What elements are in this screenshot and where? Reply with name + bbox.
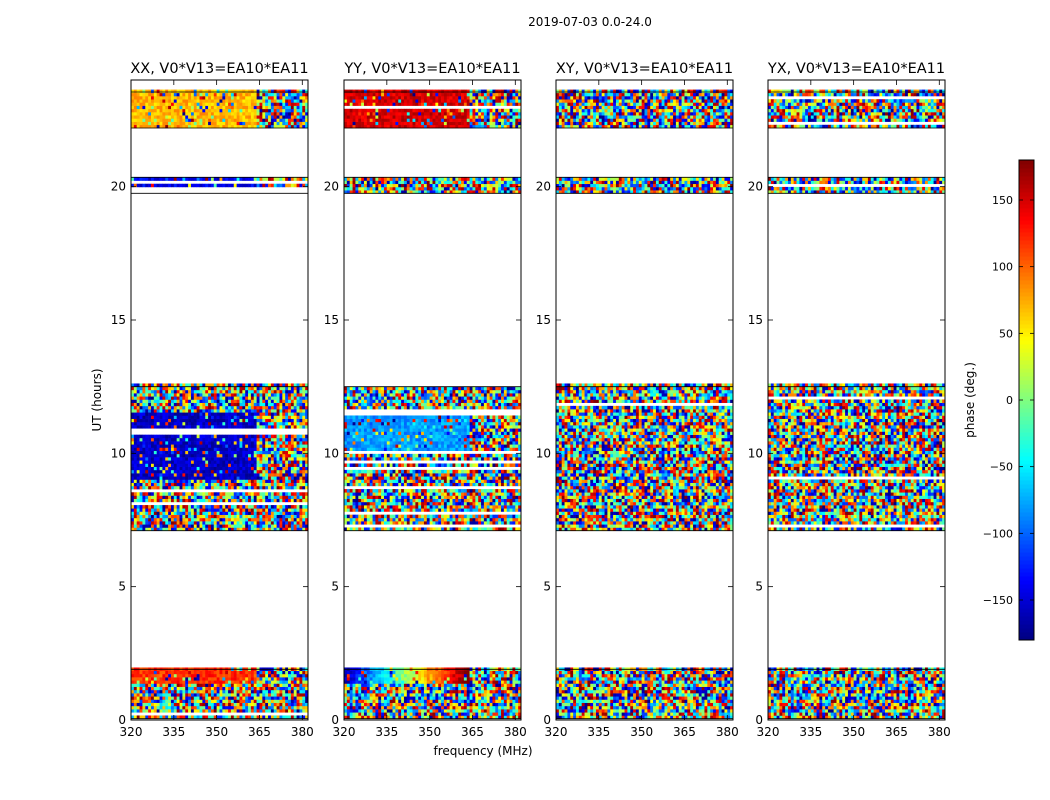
heatmap-xy [556, 89, 733, 720]
x-tick-label: 320 [120, 725, 143, 739]
panel-title: XX, V0*V13=EA10*EA11 [130, 61, 308, 77]
panel-frame [130, 79, 309, 721]
y-tick-label: 0 [543, 713, 551, 727]
y-tick-label: 15 [111, 313, 126, 327]
y-tick-label: 10 [536, 446, 551, 460]
colorbar-tick-label: −50 [990, 461, 1013, 474]
panel-title: YY, V0*V13=EA10*EA11 [343, 61, 520, 77]
colorbar-tick-label: −100 [983, 527, 1013, 540]
y-tick-label: 10 [111, 446, 126, 460]
colorbar-tick-label: 50 [999, 327, 1013, 340]
x-tick-label: 350 [842, 725, 865, 739]
colorbar-tick-label: −150 [983, 594, 1013, 607]
colorbar-tick-label: 0 [1006, 394, 1013, 407]
panels: XX, V0*V13=EA10*EA11 320 335 350 365 380 0 5 10 1… [111, 61, 951, 739]
colorbar-tick-label: 100 [992, 261, 1013, 274]
x-tick-label: 380 [291, 725, 314, 739]
y-tick-label: 0 [331, 713, 339, 727]
x-tick-label: 335 [587, 725, 610, 739]
x-tick-label: 335 [375, 725, 398, 739]
x-tick-label: 380 [504, 725, 527, 739]
panel-frame [343, 79, 522, 721]
x-tick-label: 350 [205, 725, 228, 739]
y-tick-label: 20 [536, 180, 551, 194]
heatmap-xx [131, 89, 308, 720]
x-tick-label: 350 [418, 725, 441, 739]
y-tick-label: 15 [748, 313, 763, 327]
panel-frame [767, 79, 946, 721]
x-tick-label: 335 [799, 725, 822, 739]
y-tick-label: 5 [331, 580, 339, 594]
panel-xy: XY, V0*V13=EA10*EA11 320 335 350 365 380 0 5 10 1… [536, 61, 739, 739]
y-tick-label: 20 [111, 180, 126, 194]
x-tick-label: 365 [461, 725, 484, 739]
y-axis-label: UT (hours) [90, 368, 104, 431]
x-tick-label: 365 [248, 725, 271, 739]
heatmap-yx [768, 89, 945, 720]
x-axis-label: frequency (MHz) [433, 744, 532, 758]
y-tick-label: 10 [748, 446, 763, 460]
y-tick-label: 15 [536, 313, 551, 327]
y-tick-label: 15 [324, 313, 339, 327]
x-tick-label: 365 [885, 725, 908, 739]
x-tick-label: 380 [928, 725, 951, 739]
colorbar-tick-label: 150 [992, 194, 1013, 207]
colorbar: 150 100 50 0 −50 −100 −150 [983, 159, 1035, 641]
y-tick-label: 10 [324, 446, 339, 460]
panel-yx: YX, V0*V13=EA10*EA11 320 335 350 365 380 0 5 10 1… [748, 61, 951, 739]
panel-title: XY, V0*V13=EA10*EA11 [556, 61, 733, 77]
panel-frame [555, 79, 734, 721]
panel-title: YX, V0*V13=EA10*EA11 [767, 61, 945, 77]
x-tick-label: 380 [716, 725, 739, 739]
y-tick-label: 5 [543, 580, 551, 594]
x-tick-label: 320 [545, 725, 568, 739]
panel-yy: YY, V0*V13=EA10*EA11 320 335 350 365 380 0 5 10 1… [324, 61, 527, 739]
colorbar-label: phase (deg.) [963, 362, 977, 438]
x-tick-label: 350 [630, 725, 653, 739]
heatmap-yy [344, 89, 521, 720]
y-tick-label: 5 [755, 580, 763, 594]
y-tick-label: 20 [748, 180, 763, 194]
panel-xx: XX, V0*V13=EA10*EA11 320 335 350 365 380 0 5 10 1… [111, 61, 314, 739]
figure-suptitle: 2019-07-03 0.0-24.0 [528, 15, 652, 29]
x-tick-label: 320 [333, 725, 356, 739]
x-tick-label: 320 [757, 725, 780, 739]
x-tick-label: 365 [673, 725, 696, 739]
y-tick-label: 0 [118, 713, 126, 727]
x-tick-label: 335 [162, 725, 185, 739]
y-tick-label: 5 [118, 580, 126, 594]
y-tick-label: 20 [324, 180, 339, 194]
y-tick-label: 0 [755, 713, 763, 727]
